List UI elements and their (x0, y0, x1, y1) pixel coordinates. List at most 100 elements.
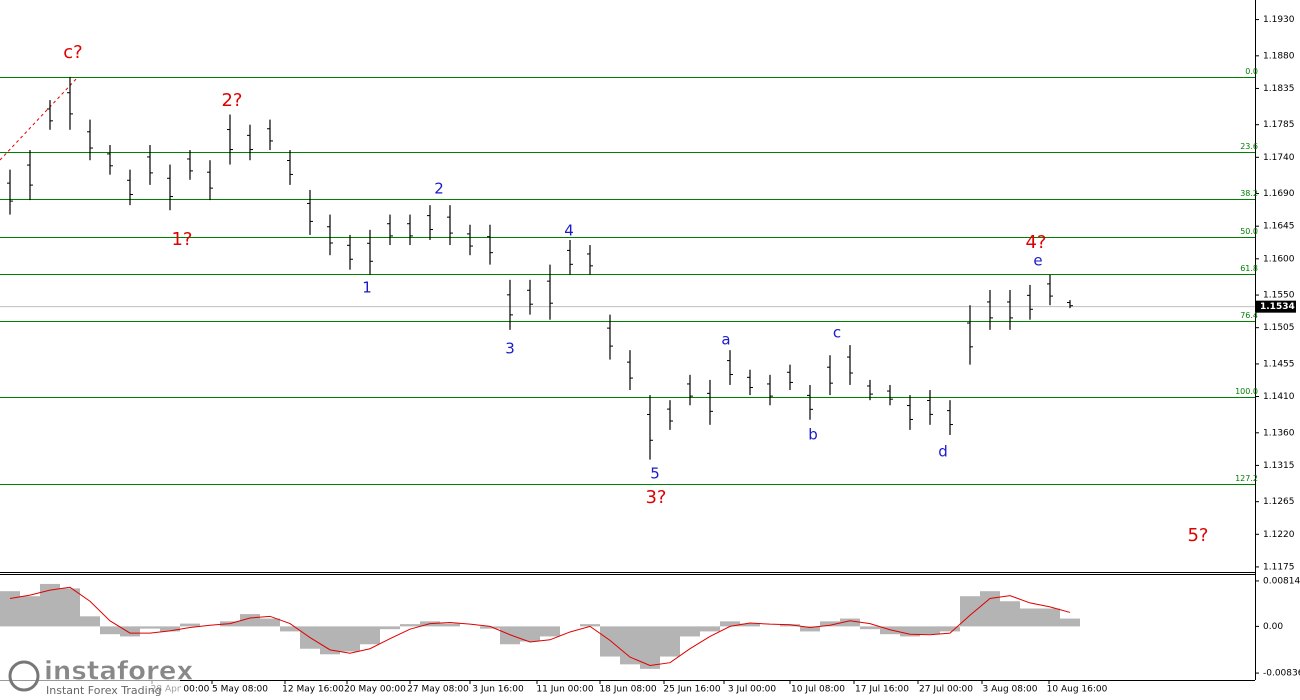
x-tick-label: 25 Jun 16:00 (663, 685, 720, 695)
macd-bar (660, 626, 680, 657)
x-tick-label: 27 May 08:00 (407, 685, 469, 695)
watermark: instaforex Instant Forex Trading (0, 655, 194, 700)
macd-bar (400, 624, 420, 627)
x-tick-label: 27 Jul 00:00 (919, 685, 973, 695)
y-tick-label: 1.1930 (1263, 15, 1295, 25)
macd-bar (520, 626, 540, 642)
x-tick-label: 18 Jun 08:00 (599, 685, 656, 695)
fib-label: 50.0 (1240, 227, 1258, 236)
macd-bar (720, 621, 740, 627)
macd-bar (1000, 601, 1020, 627)
y-tick-label: 1.1220 (1263, 530, 1295, 540)
macd-bar (120, 626, 140, 637)
macd-bar (180, 623, 200, 627)
wave-label: 3? (645, 487, 666, 508)
macd-bar (20, 596, 40, 627)
x-tick-label: 10 Jul 08:00 (791, 685, 845, 695)
last-price-tag (1256, 300, 1296, 313)
wave-label: 5? (1187, 525, 1208, 546)
macd-bar (280, 626, 300, 632)
fib-label: 127.2 (1235, 474, 1258, 483)
fib-label: 0.0 (1245, 67, 1258, 76)
macd-bar (620, 626, 640, 665)
fib-label: 100.0 (1235, 387, 1258, 396)
macd-bar (260, 618, 280, 627)
macd-bar (740, 623, 760, 627)
macd-bar (540, 626, 560, 637)
y-tick-label: 1.1175 (1263, 562, 1295, 572)
macd-bar (780, 624, 800, 627)
macd-bar (820, 621, 840, 627)
wave-label: d (938, 443, 948, 461)
fib-label: 76.4 (1240, 311, 1258, 320)
wave-label: 4? (1025, 232, 1046, 253)
trend-line (0, 76, 79, 161)
y-tick-label: 1.1315 (1263, 461, 1295, 471)
watermark-tagline: Instant Forex Trading (46, 684, 162, 697)
wave-label: 3 (505, 340, 515, 358)
wave-label: 1? (171, 229, 192, 250)
y-tick-label: 1.1600 (1263, 254, 1295, 264)
wave-label: 2? (221, 90, 242, 111)
wave-label: c (833, 324, 841, 342)
y-tick-label: 1.1740 (1263, 153, 1295, 163)
y-tick-label: 1.1835 (1263, 84, 1295, 94)
y-tick-label: 1.1505 (1263, 323, 1295, 333)
fib-label: 61.8 (1240, 264, 1258, 273)
y-tick-label: 0.00814 (1263, 576, 1300, 586)
macd-bar (960, 596, 980, 627)
wave-label: e (1033, 252, 1042, 270)
x-tick-label: 20 May 00:00 (344, 685, 406, 695)
watermark-brand: instaforex (44, 657, 194, 687)
x-tick-label: 11 Jun 00:00 (536, 685, 593, 695)
macd-bar (160, 626, 180, 632)
watermark-icon (8, 660, 40, 692)
wave-label: 5 (650, 465, 660, 483)
macd-bar (580, 624, 600, 627)
macd-bar (1040, 608, 1060, 627)
macd-bar (940, 626, 960, 632)
macd-bar (40, 583, 60, 627)
macd-bar (920, 626, 940, 635)
macd-bar (1060, 618, 1080, 627)
y-tick-label: 1.1645 (1263, 222, 1295, 232)
macd-bar (500, 626, 520, 645)
y-tick-label: 1.1880 (1263, 51, 1295, 61)
signal-line (9, 586, 1071, 666)
macd-bar (880, 626, 900, 635)
macd-bar (60, 588, 80, 627)
macd-bar (900, 626, 920, 637)
x-tick-label: 17 Jul 16:00 (855, 685, 909, 695)
macd-bar (860, 626, 880, 630)
macd-bar (1020, 608, 1040, 627)
macd-bar (680, 626, 700, 637)
macd-bar (80, 616, 100, 627)
macd-bar (100, 626, 120, 635)
wave-label: a (721, 331, 730, 349)
macd-bar (380, 626, 400, 630)
x-tick-label: 3 Aug 08:00 (983, 685, 1038, 695)
macd-bar (600, 626, 620, 657)
macd-bar (0, 591, 20, 627)
x-tick-label: 5 May 08:00 (212, 685, 268, 695)
y-tick-label: 1.1550 (1263, 291, 1295, 301)
y-tick-label: 1.1410 (1263, 392, 1295, 402)
y-tick-label: 1.1455 (1263, 359, 1295, 369)
macd-bar (440, 623, 460, 627)
macd-bar (140, 626, 160, 629)
x-tick-label: 3 Jul 00:00 (728, 685, 777, 695)
macd-bar (340, 626, 360, 652)
y-tick-label: -0.00836 (1263, 669, 1300, 679)
macd-bar (480, 626, 500, 629)
macd-bar (360, 626, 380, 645)
y-tick-label: 1.1265 (1263, 497, 1295, 507)
macd-bar (840, 618, 860, 627)
wave-label: c? (63, 42, 82, 63)
x-tick-label: 12 May 16:00 (282, 685, 344, 695)
x-tick-label: 10 Aug 16:00 (1047, 685, 1108, 695)
macd-bar (640, 626, 660, 669)
y-tick-label: 0.00 (1263, 622, 1283, 632)
x-tick-label: 3 Jun 16:00 (472, 685, 524, 695)
